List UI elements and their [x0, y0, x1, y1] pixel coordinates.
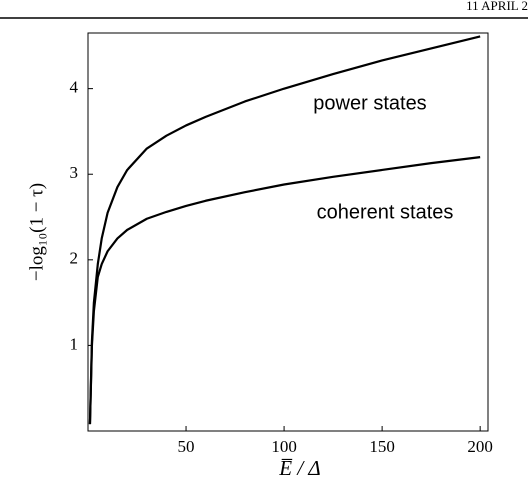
y-tick-label: 1 [70, 334, 79, 353]
page-header: 11 APRIL 2 [466, 0, 528, 13]
y-tick-label: 4 [70, 78, 79, 97]
y-axis-label: −log₁₀(1 − τ) [26, 183, 47, 281]
y-tick-label: 2 [70, 249, 79, 268]
annotation: power states [313, 92, 426, 114]
plot-frame [87, 32, 489, 432]
y-tick-label: 3 [70, 163, 79, 182]
x-tick-label: 50 [178, 437, 195, 456]
x-tick-label: 150 [369, 437, 395, 456]
line-series [88, 156, 481, 425]
x-tick-label: 100 [271, 437, 297, 456]
line-series [88, 35, 481, 425]
annotation: coherent states [317, 201, 454, 223]
x-axis-label: E̅ / Δ [278, 456, 321, 480]
x-tick-label: 200 [467, 437, 493, 456]
